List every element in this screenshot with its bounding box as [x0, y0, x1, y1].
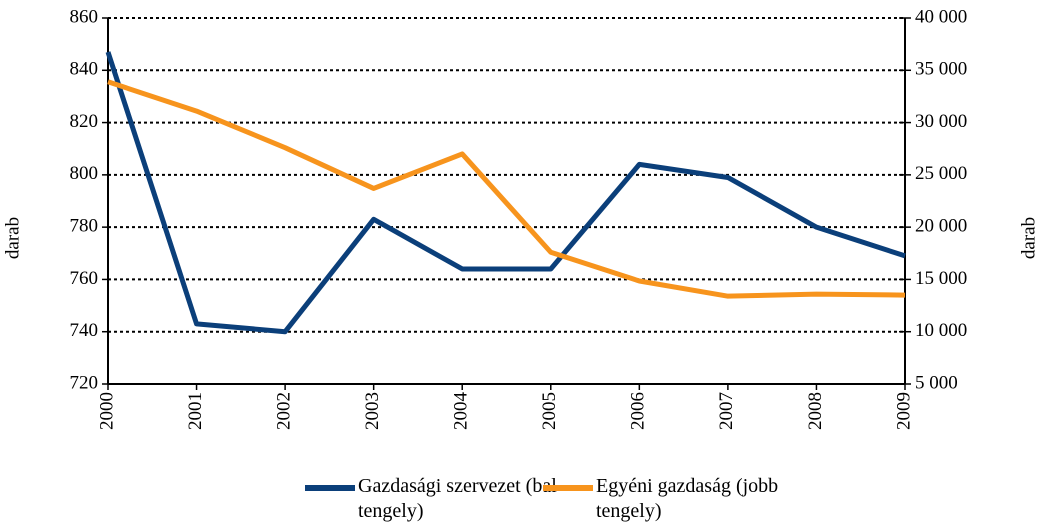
series-line [105, 51, 906, 335]
y2-tick-label: 40 000 [915, 6, 967, 27]
y2-axis-label: darab [1018, 217, 1039, 259]
y2-tick-label: 10 000 [915, 320, 967, 341]
x-tick-label: 2002 [273, 392, 294, 430]
x-tick-label: 2005 [539, 392, 560, 430]
y2-tick-label: 35 000 [915, 59, 967, 80]
y-tick-label: 720 [70, 372, 99, 393]
x-tick-label: 2006 [628, 392, 649, 430]
legend-label: Egyéni gazdaság (jobb tengely) [596, 475, 779, 522]
y-axis-label: darab [2, 217, 23, 259]
legend-label: Gazdasági szervezet (bal tengely) [358, 475, 557, 522]
y2-tick-label: 30 000 [915, 111, 967, 132]
x-tick-label: 2000 [96, 392, 117, 430]
series-line [107, 79, 906, 299]
x-tick-label: 2008 [805, 392, 826, 430]
x-tick-label: 2004 [451, 392, 472, 431]
y-tick-label: 780 [70, 216, 99, 237]
y-tick-label: 840 [70, 59, 99, 80]
y-tick-label: 740 [70, 320, 99, 341]
y-tick-label: 820 [70, 111, 99, 132]
y2-tick-label: 25 000 [915, 163, 967, 184]
legend-swatch [305, 485, 355, 491]
x-tick-label: 2007 [716, 392, 737, 430]
y2-tick-label: 20 000 [915, 216, 967, 237]
x-tick-label: 2003 [362, 392, 383, 430]
x-tick-label: 2001 [185, 392, 206, 430]
y2-tick-label: 15 000 [915, 268, 967, 289]
y-tick-label: 800 [70, 163, 99, 184]
y-tick-label: 760 [70, 268, 99, 289]
x-tick-label: 2009 [893, 392, 914, 430]
legend: Gazdasági szervezet (bal tengely) Egyéni … [0, 474, 1043, 528]
chart: darab darab 720 740 760 780 800 820 840 860 5 00… [2, 6, 1039, 431]
y-tick-label: 860 [70, 6, 99, 27]
legend-swatch [543, 485, 593, 491]
y2-tick-label: 5 000 [915, 372, 958, 393]
